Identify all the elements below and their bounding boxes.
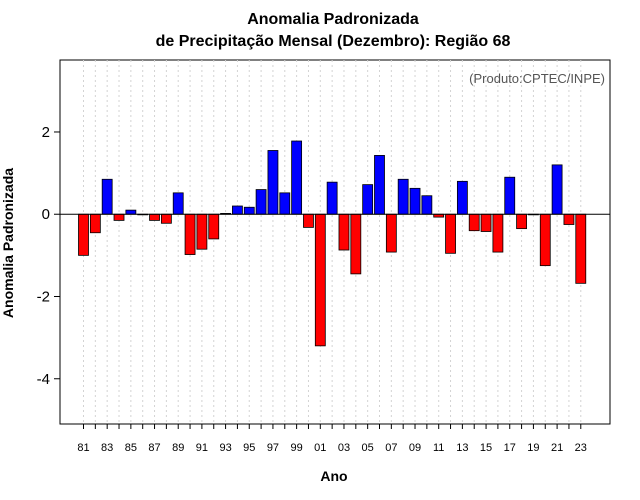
bar-2020 <box>539 213 551 267</box>
y-axis-title: Anomalia Padronizada <box>0 168 16 318</box>
chart-subtitle: de Precipitação Mensal (Dezembro): Regiã… <box>156 33 511 50</box>
bar-2005 <box>362 184 374 215</box>
bar-2018 <box>516 213 527 230</box>
bar-1996 <box>255 189 267 215</box>
x-tick-label: 07 <box>385 442 397 454</box>
bar-1997 <box>267 150 279 215</box>
bar-1998 <box>279 192 291 215</box>
x-tick-label: 97 <box>267 442 279 454</box>
y-tick-label: -4 <box>37 371 50 388</box>
bar-1995 <box>243 206 255 215</box>
bar-2017 <box>504 176 516 215</box>
bar-1990 <box>184 213 196 255</box>
x-tick-label: 87 <box>148 442 160 454</box>
bar-2015 <box>480 213 492 232</box>
x-tick-label: 83 <box>101 442 113 454</box>
x-tick-label: 11 <box>433 442 444 454</box>
bar-2000 <box>303 213 314 228</box>
bar-2023 <box>575 213 587 284</box>
bar-1983 <box>101 178 113 215</box>
plot-area-frame <box>59 59 611 425</box>
x-tick-label: 89 <box>172 442 184 454</box>
x-tick-label: 93 <box>219 442 231 454</box>
product-credit: (Produto:CPTEC/INPE) <box>469 71 605 86</box>
bar-1991 <box>196 213 208 250</box>
x-tick-label: 91 <box>196 442 208 454</box>
bar-2012 <box>445 213 456 254</box>
x-axis: 81 83 85 87 89 91 93 95 97 99 01 03 05 07 09 11 13 15 17 19… <box>77 424 587 454</box>
bar-2004 <box>350 213 362 275</box>
bar-2010 <box>421 195 433 215</box>
bar-2007 <box>385 213 397 253</box>
bar-2022 <box>563 213 575 225</box>
grid-lines <box>83 60 582 424</box>
bar-1981 <box>78 213 89 256</box>
x-tick-label: 19 <box>527 442 539 454</box>
x-tick-label: 09 <box>409 442 421 454</box>
x-tick-label: 01 <box>314 442 326 454</box>
x-tick-label: 17 <box>504 442 516 454</box>
y-tick-label: -2 <box>37 288 50 305</box>
bar-2001 <box>314 213 326 347</box>
bar-2013 <box>456 180 468 215</box>
bar-1982 <box>89 213 101 234</box>
x-tick-label: 13 <box>456 442 468 454</box>
bar-2021 <box>551 164 563 215</box>
bar-2003 <box>338 213 350 251</box>
bar-2008 <box>397 178 409 215</box>
x-tick-label: 95 <box>243 442 255 454</box>
x-tick-label: 21 <box>551 442 563 454</box>
x-tick-label: 15 <box>480 442 492 454</box>
bar-2016 <box>492 213 504 253</box>
bars <box>78 140 587 347</box>
bar-1999 <box>291 140 303 215</box>
y-axis: -4 -2 0 2 <box>37 124 60 388</box>
y-tick-label: 0 <box>42 206 50 223</box>
bar-2014 <box>468 213 480 232</box>
x-tick-label: 03 <box>338 442 350 454</box>
x-tick-label: 81 <box>77 442 89 454</box>
bar-1987 <box>149 213 160 221</box>
bar-2006 <box>374 155 385 215</box>
bar-1985 <box>125 209 137 215</box>
bar-2009 <box>409 187 421 215</box>
bar-1994 <box>232 205 243 215</box>
x-axis-title: Ano <box>320 468 347 484</box>
bar-1989 <box>172 192 184 215</box>
bar-1988 <box>160 213 172 224</box>
bar-1992 <box>208 213 220 240</box>
x-tick-label: 05 <box>362 442 374 454</box>
x-tick-label: 99 <box>290 442 302 454</box>
bar-2002 <box>326 181 338 215</box>
bar-1984 <box>113 213 125 221</box>
x-tick-label: 85 <box>125 442 137 454</box>
x-tick-label: 23 <box>575 442 587 454</box>
y-tick-label: 2 <box>42 124 50 141</box>
chart-title: Anomalia Padronizada <box>247 11 419 28</box>
